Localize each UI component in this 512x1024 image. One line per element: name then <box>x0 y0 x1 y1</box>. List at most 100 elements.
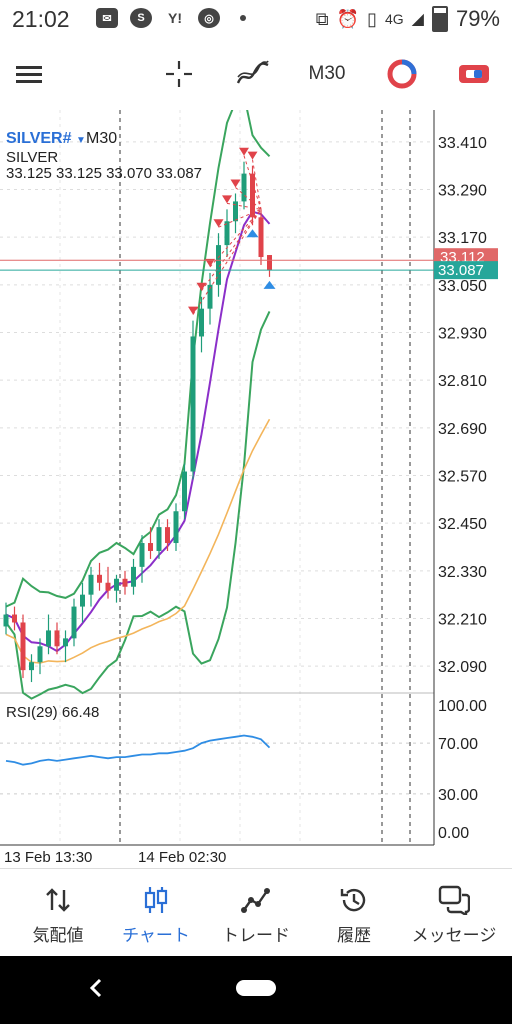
bottom-navigation: 気配値 チャート トレード 履歴 メッセージ <box>0 868 512 957</box>
home-button[interactable] <box>236 980 276 996</box>
notification-icons: ✉ S Y! ◎ <box>96 8 246 28</box>
symbol-dropdown-icon[interactable]: ▼ <box>76 135 86 146</box>
price-tick-label: 33.410 <box>438 135 487 152</box>
rsi-tick-label: 100.00 <box>438 698 487 715</box>
candle-body <box>199 308 204 337</box>
chart-area[interactable]: 33.410 33.290 33.170 33.050 32.930 32.810 32.6… <box>0 93 512 870</box>
cast-icon: ⧉ <box>315 8 329 29</box>
rsi-tick-label: 30.00 <box>438 787 478 804</box>
nav-trade[interactable]: トレード <box>206 883 306 946</box>
vibrate-icon: ▯ <box>367 8 377 29</box>
candle-body <box>207 284 213 309</box>
candle-body <box>233 201 238 222</box>
candle-body <box>139 543 145 567</box>
nav-history[interactable]: 履歴 <box>304 883 404 946</box>
indicator-lines <box>5 93 271 700</box>
timeframe-button[interactable]: M30 <box>308 63 346 84</box>
sell-arrow-icon <box>213 219 224 228</box>
symbol-timeframe: M30 <box>86 130 117 147</box>
candle-body <box>122 578 128 587</box>
signal-icon: ◢ <box>411 11 424 28</box>
price-tick-label: 32.690 <box>438 421 487 438</box>
nav-label: メッセージ <box>411 926 497 945</box>
trade-link <box>192 209 262 315</box>
ask-price-label: 33.087 <box>438 262 484 279</box>
indicator-icon[interactable] <box>236 54 270 94</box>
sell-arrow-icon <box>239 147 249 156</box>
nav-chart[interactable]: チャート <box>106 883 206 946</box>
rsi-label: RSI(29) 66.48 <box>6 704 99 721</box>
price-tick-label: 33.050 <box>438 278 487 295</box>
rsi-tick-label: 0.00 <box>438 825 469 842</box>
price-tick-label: 32.090 <box>438 659 487 676</box>
candle-body <box>216 245 221 285</box>
candle-body <box>29 662 34 671</box>
candle-body <box>37 646 43 663</box>
candle-body <box>258 217 264 258</box>
crosshair-icon[interactable] <box>164 54 194 94</box>
chrome-icon: ◎ <box>198 8 220 28</box>
alarm-icon: ⏰ <box>336 8 360 29</box>
price-tick-label: 32.330 <box>438 564 487 581</box>
candle-body <box>3 614 9 627</box>
network-type: 4G <box>384 11 404 27</box>
menu-icon[interactable] <box>14 54 44 94</box>
nav-quotes[interactable]: 気配値 <box>8 883 108 946</box>
candle-body <box>46 630 51 647</box>
skype-icon: S <box>130 8 152 28</box>
candle-body <box>182 471 187 512</box>
candle-body <box>12 614 17 623</box>
trade-icon[interactable] <box>458 54 490 94</box>
system-icons: ⧉ ⏰ ▯ 4G ◢ 79% <box>316 6 500 32</box>
price-scale: 33.410 33.290 33.170 33.050 32.930 32.810 32.6… <box>438 135 487 676</box>
candle-body <box>88 574 94 595</box>
price-tick-label: 32.210 <box>438 612 487 629</box>
rsi-tick-label: 70.00 <box>438 736 478 753</box>
price-tick-label: 32.450 <box>438 516 487 533</box>
battery-icon <box>431 6 448 32</box>
buy-arrow-icon <box>263 280 276 289</box>
price-tick-label: 32.930 <box>438 326 487 343</box>
moving-average-fast <box>5 210 271 653</box>
chart-icon <box>106 883 206 917</box>
moving-average-slow <box>5 418 271 664</box>
battery-level: 79% <box>455 6 500 31</box>
rsi-series <box>5 734 271 766</box>
price-chart[interactable]: 33.410 33.290 33.170 33.050 32.930 32.810 32.6… <box>0 93 512 870</box>
candle-body <box>190 336 196 472</box>
nav-label: チャート <box>122 926 190 945</box>
sell-arrow-icon <box>205 258 215 267</box>
messages-icon <box>404 883 504 917</box>
symbol-name[interactable]: SILVER# <box>6 130 72 147</box>
trade-icon <box>206 883 306 917</box>
candle-body <box>105 582 111 591</box>
back-icon[interactable] <box>88 976 104 1000</box>
candle-body <box>71 606 77 639</box>
trade-link <box>252 159 262 210</box>
sell-arrow-icon <box>247 151 258 160</box>
price-tick-label: 32.570 <box>438 469 487 486</box>
candle-body <box>80 594 85 607</box>
ask-price-box <box>434 261 498 280</box>
quotes-icon <box>8 883 108 917</box>
candle-body <box>63 638 68 647</box>
time-label: 13 Feb 13:30 <box>4 849 92 866</box>
candle-body <box>165 527 170 544</box>
ohlc-values: 33.125 33.125 33.070 33.087 <box>6 165 202 182</box>
trade-link <box>218 208 262 228</box>
symbol-description: SILVER <box>6 149 58 166</box>
nav-label: 履歴 <box>337 926 371 945</box>
candle-body <box>20 622 26 671</box>
status-bar: 21:02 ✉ S Y! ◎ ⧉ ⏰ ▯ 4G ◢ 79% <box>0 0 512 40</box>
sell-arrow-icon <box>188 306 198 315</box>
yahoo-icon: Y! <box>168 10 182 26</box>
candle-body <box>267 255 272 271</box>
sell-arrow-icon <box>196 282 207 291</box>
chart-toolbar: M30 <box>0 40 512 110</box>
nav-messages[interactable]: メッセージ <box>404 883 504 946</box>
price-tick-label: 32.810 <box>438 373 487 390</box>
sell-arrow-icon <box>230 179 241 188</box>
candle-body <box>54 630 60 647</box>
sell-arrow-icon <box>222 195 232 204</box>
objects-icon[interactable] <box>386 54 418 94</box>
